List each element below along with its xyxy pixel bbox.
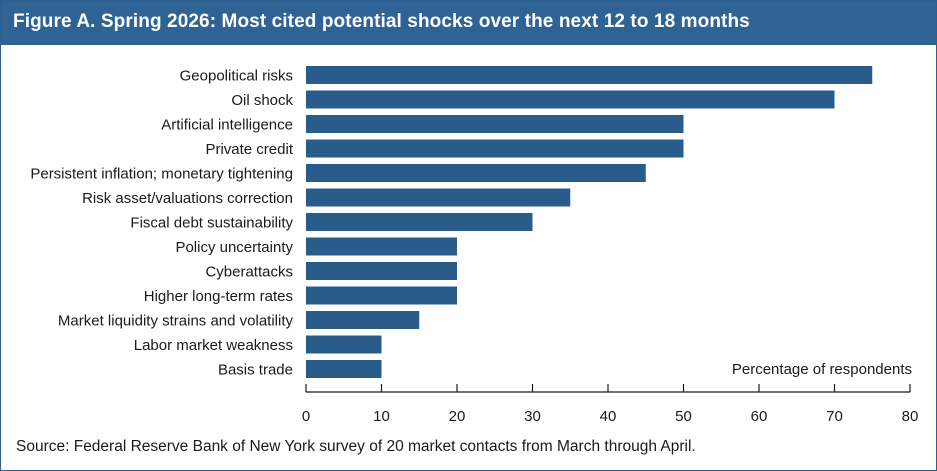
- bar-0: [306, 66, 873, 84]
- category-label-6: Fiscal debt sustainability: [130, 215, 293, 232]
- bar-3: [306, 139, 684, 158]
- figure-title: Figure A. Spring 2026: Most cited potent…: [13, 11, 750, 32]
- x-tick-label-4: 40: [600, 408, 617, 425]
- category-label-5: Risk asset/valuations correction: [82, 190, 293, 207]
- source-note: Source: Federal Reserve Bank of New York…: [16, 438, 696, 455]
- bar-12: [306, 360, 382, 378]
- bar-6: [306, 213, 533, 231]
- category-label-3: Private credit: [205, 141, 293, 158]
- x-tick-label-0: 0: [302, 408, 310, 425]
- bar-11: [306, 335, 382, 354]
- category-label-10: Market liquidity strains and volatility: [58, 313, 294, 330]
- x-tick-label-3: 30: [524, 408, 541, 425]
- category-label-7: Policy uncertainty: [175, 239, 293, 256]
- x-axis-label: Percentage of respondents: [732, 361, 912, 378]
- category-label-0: Geopolitical risks: [180, 68, 293, 85]
- category-label-4: Persistent inflation; monetary tightenin…: [30, 166, 293, 183]
- bar-8: [306, 262, 457, 280]
- category-label-12: Basis trade: [218, 362, 293, 379]
- bar-9: [306, 286, 457, 305]
- bar-1: [306, 90, 835, 109]
- category-label-2: Artificial intelligence: [161, 117, 293, 134]
- x-tick-label-6: 60: [751, 408, 768, 425]
- category-label-9: Higher long-term rates: [144, 288, 293, 305]
- figure-header: Figure A. Spring 2026: Most cited potent…: [1, 1, 936, 45]
- bar-5: [306, 188, 571, 207]
- bar-7: [306, 237, 457, 256]
- category-labels-group: Geopolitical risks Oil shock Artificial in…: [30, 68, 293, 379]
- bar-4: [306, 164, 646, 182]
- bars-group: [306, 66, 873, 378]
- x-tick-label-8: 80: [902, 408, 919, 425]
- x-tick-label-5: 50: [675, 408, 692, 425]
- x-ticks-group: 0 10 20 30 40 50 60 70 80: [302, 384, 919, 425]
- category-label-1: Oil shock: [231, 92, 293, 109]
- category-label-11: Labor market weakness: [134, 337, 293, 354]
- x-tick-label-2: 20: [449, 408, 466, 425]
- x-tick-label-1: 10: [373, 408, 390, 425]
- category-label-8: Cyberattacks: [205, 264, 293, 281]
- bar-2: [306, 115, 684, 133]
- bar-10: [306, 311, 420, 329]
- x-tick-label-7: 70: [826, 408, 843, 425]
